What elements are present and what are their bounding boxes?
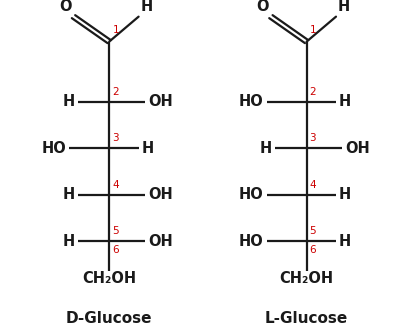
Text: 2: 2 (112, 87, 119, 97)
Text: OH: OH (345, 141, 370, 156)
Text: OH: OH (148, 94, 173, 109)
Text: D-Glucose: D-Glucose (66, 311, 152, 326)
Text: HO: HO (239, 234, 264, 249)
Text: O: O (256, 0, 269, 14)
Text: 3: 3 (310, 133, 316, 143)
Text: HO: HO (42, 141, 66, 156)
Text: H: H (339, 187, 351, 202)
Text: OH: OH (148, 234, 173, 249)
Text: 5: 5 (112, 226, 119, 236)
Text: H: H (141, 0, 153, 14)
Text: 6: 6 (310, 245, 316, 255)
Text: H: H (142, 141, 154, 156)
Text: H: H (339, 94, 351, 109)
Text: OH: OH (148, 187, 173, 202)
Text: L-Glucose: L-Glucose (265, 311, 348, 326)
Text: HO: HO (239, 94, 264, 109)
Text: 2: 2 (310, 87, 316, 97)
Text: 4: 4 (112, 180, 119, 190)
Text: 1: 1 (113, 25, 119, 35)
Text: 1: 1 (310, 25, 317, 35)
Text: H: H (260, 141, 272, 156)
Text: H: H (63, 234, 75, 249)
Text: 5: 5 (310, 226, 316, 236)
Text: 3: 3 (112, 133, 119, 143)
Text: CH₂OH: CH₂OH (280, 271, 333, 286)
Text: CH₂OH: CH₂OH (82, 271, 136, 286)
Text: O: O (59, 0, 71, 14)
Text: H: H (338, 0, 350, 14)
Text: 4: 4 (310, 180, 316, 190)
Text: H: H (339, 234, 351, 249)
Text: 6: 6 (112, 245, 119, 255)
Text: HO: HO (239, 187, 264, 202)
Text: H: H (63, 187, 75, 202)
Text: H: H (63, 94, 75, 109)
